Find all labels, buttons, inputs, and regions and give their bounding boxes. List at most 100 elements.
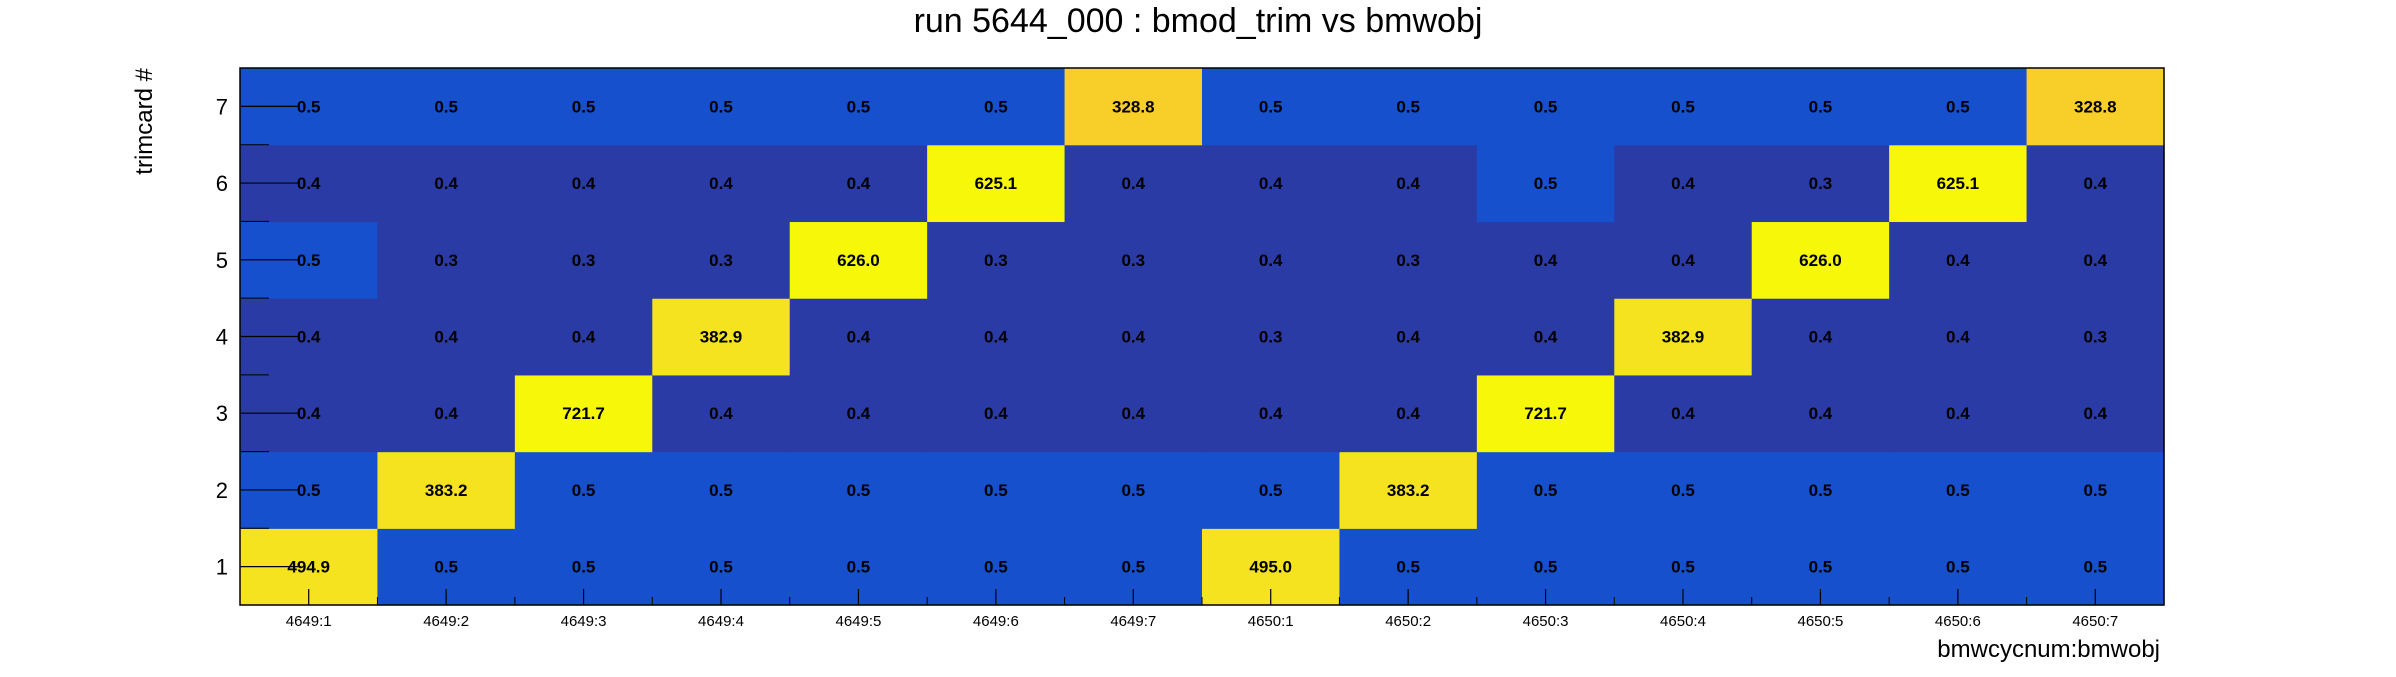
heatmap-cell <box>1064 374 1203 453</box>
heatmap-cell <box>514 144 653 223</box>
cell-value-label: 0.5 <box>1946 558 1970 577</box>
cell-value-label: 0.4 <box>1671 174 1695 193</box>
cell-value-label: 0.4 <box>1809 404 1833 423</box>
heatmap-cell <box>652 374 791 453</box>
cell-value-label: 0.4 <box>847 404 871 423</box>
heatmap-cell <box>1889 221 2028 299</box>
cell-value-label: 0.3 <box>434 251 458 270</box>
heatmap-cell <box>514 374 653 453</box>
heatmap-cell <box>652 68 791 146</box>
cell-value-label: 0.5 <box>1396 97 1420 116</box>
cell-value-label: 0.4 <box>1259 174 1283 193</box>
cell-value-label: 0.5 <box>984 481 1008 500</box>
cell-value-label: 0.5 <box>297 481 321 500</box>
heatmap-cell <box>377 451 516 529</box>
heatmap-cell <box>1476 221 1615 299</box>
x-tick-label: 4650:4 <box>1660 613 1706 630</box>
cell-value-label: 0.5 <box>1121 481 1145 500</box>
cell-value-label: 0.3 <box>2083 328 2107 347</box>
cell-value-label: 0.5 <box>1534 174 1558 193</box>
heatmap-cell <box>789 298 928 376</box>
heatmap-cell <box>377 298 516 376</box>
cell-value-label: 0.4 <box>709 404 733 423</box>
cell-value-label: 0.5 <box>847 481 871 500</box>
heatmap-cell <box>652 298 791 376</box>
y-tick-labels: 1 2 3 4 5 6 7 <box>216 94 228 579</box>
heatmap-cell <box>2026 451 2165 529</box>
cell-value-label: 0.5 <box>1671 558 1695 577</box>
cell-value-label: 0.4 <box>1946 328 1970 347</box>
heatmap-cell <box>1751 374 1890 453</box>
heatmap-cell <box>1751 68 1890 146</box>
heatmap-cell <box>927 374 1066 453</box>
cell-value-label: 328.8 <box>1112 97 1155 116</box>
cell-value-label: 0.5 <box>2083 481 2107 500</box>
heatmap-cell <box>1476 451 1615 529</box>
heatmap-cell <box>2026 68 2165 146</box>
heatmap-cell <box>1064 451 1203 529</box>
heatmap-cell <box>377 144 516 223</box>
x-tick-label: 4649:1 <box>286 613 332 630</box>
cell-value-label: 0.5 <box>709 97 733 116</box>
y-tick-label: 5 <box>216 248 228 273</box>
cell-value-label: 0.4 <box>1671 404 1695 423</box>
cell-value-label: 0.5 <box>1946 97 1970 116</box>
cell-value-label: 0.5 <box>709 558 733 577</box>
cell-value-label: 0.5 <box>984 97 1008 116</box>
cell-value-label: 0.5 <box>572 97 596 116</box>
heatmap-cell <box>1339 374 1478 453</box>
cell-value-label: 0.4 <box>1121 174 1145 193</box>
heatmap-cell <box>1751 298 1890 376</box>
cell-value-label: 0.5 <box>1259 481 1283 500</box>
cell-value-label: 0.4 <box>1396 328 1420 347</box>
cell-value-label: 0.5 <box>297 251 321 270</box>
x-tick-label: 4650:6 <box>1935 613 1981 630</box>
cell-value-label: 721.7 <box>562 404 605 423</box>
cell-value-label: 383.2 <box>425 481 468 500</box>
cell-value-label: 0.4 <box>434 174 458 193</box>
cell-value-label: 0.3 <box>1259 328 1283 347</box>
heatmap-cell <box>1476 374 1615 453</box>
cell-value-label: 0.5 <box>572 558 596 577</box>
x-tick-label: 4649:7 <box>1110 613 1156 630</box>
cell-value-label: 0.4 <box>434 404 458 423</box>
cell-value-label: 0.5 <box>2083 558 2107 577</box>
y-tick-label: 3 <box>216 401 228 426</box>
heatmap-cell <box>1339 68 1478 146</box>
plot-frame <box>239 67 2165 606</box>
x-tick-label: 4649:5 <box>835 613 881 630</box>
cell-value-label: 0.4 <box>1259 251 1283 270</box>
cell-value-label: 0.5 <box>1534 97 1558 116</box>
y-tick-label: 1 <box>216 555 228 580</box>
heatmap-cell <box>514 451 653 529</box>
x-tick-label: 4650:1 <box>1248 613 1294 630</box>
cell-value-label: 0.4 <box>572 174 596 193</box>
heatmap-cell <box>2026 144 2165 223</box>
heatmap-cell <box>1751 451 1890 529</box>
heatmap-cell <box>1339 144 1478 223</box>
y-tick-label: 7 <box>216 94 228 119</box>
cell-value-label: 0.5 <box>1809 481 1833 500</box>
cell-value-label: 0.5 <box>1396 558 1420 577</box>
heatmap-cell <box>1751 221 1890 299</box>
cell-value-label: 0.4 <box>1121 404 1145 423</box>
heatmap-cell <box>1202 144 1341 223</box>
heatmap-cell <box>1889 451 2028 529</box>
heatmap-cell <box>1889 298 2028 376</box>
cell-value-label: 721.7 <box>1524 404 1567 423</box>
cell-value-label: 0.4 <box>2083 251 2107 270</box>
heatmap-cell <box>1064 298 1203 376</box>
heatmap-cell <box>1202 68 1341 146</box>
y-tick-label: 2 <box>216 478 228 503</box>
x-tick-label: 4650:3 <box>1523 613 1569 630</box>
heatmap-cell <box>514 221 653 299</box>
cell-value-label: 0.4 <box>1396 174 1420 193</box>
x-tick-labels: 4649:1 4649:2 4649:3 4649:4 4649:5 4649:6 4649… <box>286 613 2118 630</box>
heatmap-cell <box>2026 374 2165 453</box>
x-tick-label: 4650:7 <box>2072 613 2118 630</box>
heatmap-cell <box>1476 298 1615 376</box>
heatmap-cell <box>1751 144 1890 223</box>
x-axis-title: bmwcycnum:bmwobj <box>1937 636 2160 663</box>
heatmap-cell <box>1614 451 1753 529</box>
heatmap-cell <box>789 451 928 529</box>
